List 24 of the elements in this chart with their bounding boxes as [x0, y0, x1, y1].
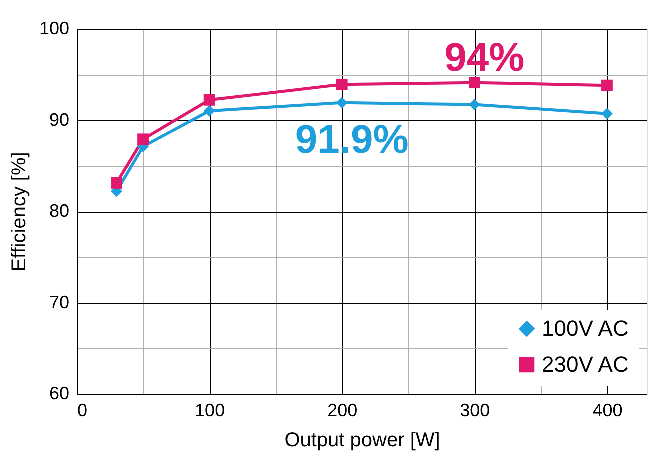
point [602, 80, 613, 92]
legend-label: 100V AC [542, 316, 629, 341]
point [468, 77, 480, 89]
x-tick-label: 400 [592, 400, 623, 420]
y-tick-label: 60 [49, 384, 70, 404]
point [138, 134, 149, 146]
point [336, 97, 348, 109]
point [111, 178, 122, 189]
y-tick-label: 80 [49, 201, 70, 221]
y-axis-title: Efficiency [%] [8, 152, 30, 272]
y-tick-label: 90 [49, 110, 70, 130]
x-tick-label: 0 [78, 400, 88, 420]
point [336, 78, 348, 90]
x-tick-label: 100 [195, 400, 226, 420]
point [204, 94, 216, 106]
point [602, 108, 613, 120]
legend-label: 230V AC [542, 352, 629, 377]
x-axis-title: Output power [W] [284, 430, 440, 452]
y-tick-label: 100 [39, 18, 70, 38]
point [204, 105, 216, 117]
x-tick-label: 200 [328, 400, 358, 420]
y-tick-label: 70 [49, 292, 70, 312]
point [468, 99, 480, 110]
x-tick-label: 300 [460, 400, 490, 420]
